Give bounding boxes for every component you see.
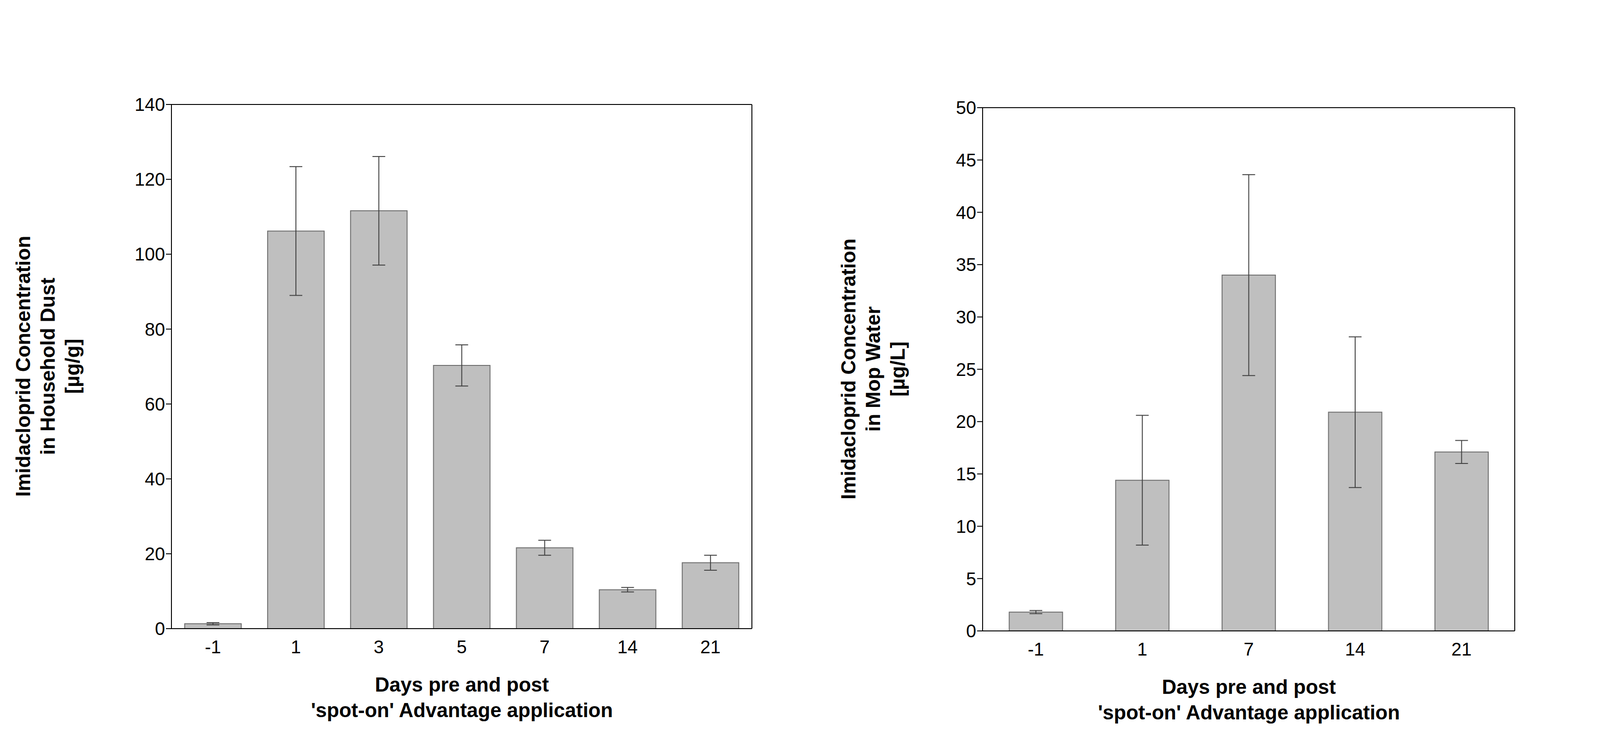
svg-text:0: 0 — [966, 620, 977, 641]
svg-text:21: 21 — [700, 636, 721, 657]
svg-text:40: 40 — [956, 202, 977, 223]
svg-text:45: 45 — [956, 150, 977, 171]
html-text:Days pre and post 'spot-on' Ad: Days pre and post 'spot-on' Advantage ap… — [310, 673, 613, 721]
svg-text:5: 5 — [966, 568, 977, 589]
svg-text:7: 7 — [1243, 638, 1254, 659]
svg-text:60: 60 — [144, 393, 166, 415]
svg-text:80: 80 — [144, 319, 166, 340]
svg-text:15: 15 — [956, 463, 977, 484]
svg-text:14: 14 — [1345, 638, 1366, 659]
svg-text:1: 1 — [290, 636, 301, 657]
svg-text:25: 25 — [956, 359, 977, 380]
svg-text:7: 7 — [539, 636, 550, 657]
svg-text:20: 20 — [956, 411, 977, 432]
svg-text:14: 14 — [617, 636, 638, 657]
svg-text:140: 140 — [134, 94, 166, 115]
svg-text:0: 0 — [155, 618, 166, 639]
svg-text:-1: -1 — [1027, 638, 1045, 659]
svg-text:20: 20 — [144, 543, 166, 564]
html-text:Days pre and post 'spot-on' Ad: Days pre and post 'spot-on' Advantage ap… — [1097, 675, 1400, 724]
svg-text:1: 1 — [1137, 638, 1148, 659]
svg-text:35: 35 — [956, 254, 977, 275]
svg-text:30: 30 — [956, 306, 977, 327]
svg-text:100: 100 — [134, 243, 166, 265]
svg-text:40: 40 — [144, 468, 166, 489]
html-text:Imidacloprid Concentration in: Imidacloprid Concentration in Household … — [11, 235, 84, 497]
svg-text:50: 50 — [956, 97, 977, 118]
svg-text:5: 5 — [456, 636, 467, 657]
svg-text:10: 10 — [956, 516, 977, 537]
svg-text:3: 3 — [373, 636, 384, 657]
svg-text:21: 21 — [1451, 638, 1472, 659]
svg-text:-1: -1 — [204, 636, 222, 657]
html-text:Imidacloprid Concentration in: Imidacloprid Concentration in Mop Water … — [837, 238, 909, 500]
svg-text:120: 120 — [134, 169, 166, 190]
